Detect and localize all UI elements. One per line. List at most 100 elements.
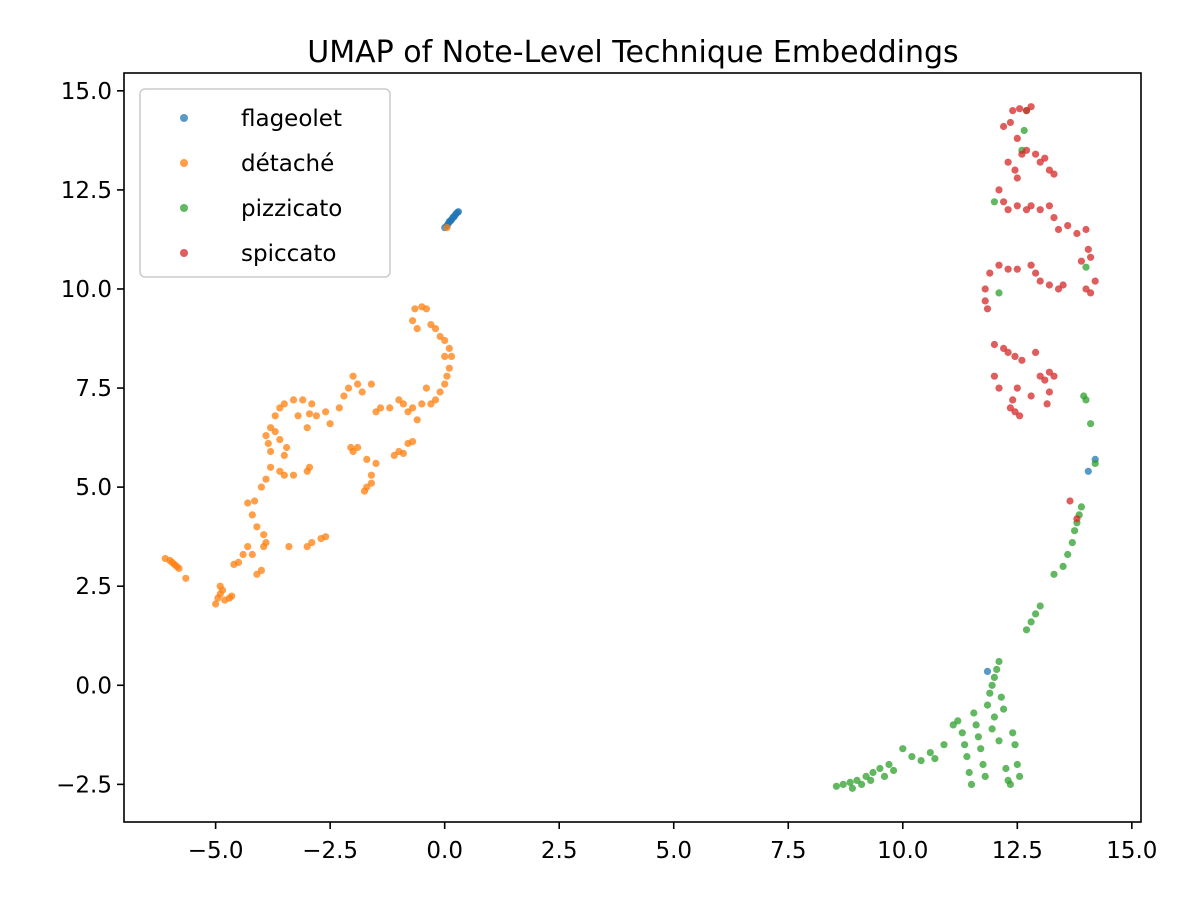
point-spiccato: [1036, 277, 1044, 285]
point-spiccato: [1000, 198, 1008, 206]
y-axis: −2.5 0.0 2.5 5.0 7.5 10.0 12.5 15.0: [56, 79, 124, 798]
point-pizzicato: [1032, 610, 1040, 618]
point-pizzicato: [899, 745, 907, 753]
point-détaché: [289, 471, 298, 479]
point-spiccato: [1013, 174, 1021, 182]
point-pizzicato: [940, 741, 948, 749]
point-pizzicato: [1011, 741, 1019, 749]
point-spiccato: [1013, 384, 1021, 392]
point-détaché: [335, 404, 343, 412]
point-détaché: [422, 384, 430, 392]
point-spiccato: [986, 269, 994, 277]
point-pizzicato: [1022, 626, 1031, 634]
point-détaché: [349, 372, 357, 380]
point-détaché: [308, 400, 316, 408]
legend-marker-détaché: [180, 159, 188, 167]
point-spiccato: [1064, 222, 1072, 230]
point-détaché: [182, 574, 190, 582]
point-détaché: [244, 543, 252, 551]
point-détaché: [326, 420, 334, 428]
point-pizzicato: [885, 760, 893, 769]
point-pizzicato: [981, 772, 989, 781]
point-spiccato: [1066, 497, 1074, 505]
point-pizzicato: [1027, 618, 1035, 626]
point-pizzicato: [908, 753, 916, 761]
point-détaché: [312, 412, 320, 420]
y-tick-label: 12.5: [61, 178, 112, 204]
point-pizzicato: [880, 772, 889, 781]
point-détaché: [422, 305, 430, 313]
legend-marker-pizzicato: [180, 204, 188, 212]
x-tick-label: 7.5: [770, 838, 807, 864]
point-détaché: [244, 499, 252, 507]
point-spiccato: [1027, 392, 1035, 400]
point-pizzicato: [965, 768, 973, 777]
point-spiccato: [1006, 118, 1015, 127]
legend-box: [139, 88, 391, 278]
point-pizzicato: [1091, 459, 1099, 467]
point-spiccato: [1011, 166, 1019, 174]
point-pizzicato: [832, 782, 841, 790]
point-pizzicato: [988, 681, 996, 689]
point-pizzicato: [931, 755, 939, 763]
point-détaché: [262, 432, 270, 440]
point-pizzicato: [1002, 764, 1010, 773]
point-pizzicato: [1006, 780, 1015, 789]
point-détaché: [212, 600, 220, 608]
point-détaché: [280, 471, 288, 479]
point-spiccato: [981, 297, 989, 305]
point-pizzicato: [995, 289, 1003, 297]
point-détaché: [248, 511, 256, 519]
point-détaché: [376, 404, 385, 412]
point-détaché: [399, 449, 407, 457]
legend-marker-spiccato: [180, 249, 188, 257]
point-spiccato: [1050, 372, 1058, 380]
point-spiccato: [1004, 348, 1012, 356]
point-détaché: [386, 404, 394, 412]
x-tick-label: 2.5: [541, 838, 578, 864]
point-détaché: [367, 471, 375, 479]
point-spiccato: [1022, 146, 1031, 154]
point-détaché: [409, 438, 417, 446]
point-pizzicato: [995, 657, 1003, 666]
point-spiccato: [1016, 105, 1024, 113]
point-détaché: [267, 424, 275, 432]
point-pizzicato: [1082, 396, 1090, 404]
point-spiccato: [1073, 515, 1081, 523]
legend-marker-flageolet: [180, 114, 188, 122]
point-pizzicato: [867, 776, 875, 785]
y-tick-label: 5.0: [75, 475, 112, 501]
point-pizzicato: [876, 764, 884, 773]
point-détaché: [367, 479, 375, 487]
legend-label-pizzicato: pizzicato: [241, 196, 342, 222]
point-pizzicato: [1082, 263, 1090, 271]
point-spiccato: [1004, 265, 1012, 273]
point-détaché: [363, 455, 371, 463]
point-spiccato: [1077, 257, 1085, 265]
point-pizzicato: [974, 733, 983, 741]
point-spiccato: [1013, 134, 1021, 142]
point-spiccato: [1000, 122, 1008, 131]
point-spiccato: [1004, 206, 1012, 214]
point-détaché: [441, 352, 449, 360]
point-détaché: [441, 336, 449, 345]
x-tick-label: −2.5: [302, 838, 358, 864]
point-détaché: [372, 459, 380, 467]
point-pizzicato: [846, 778, 854, 787]
point-spiccato: [1045, 388, 1053, 396]
point-pizzicato: [963, 753, 971, 761]
point-spiccato: [1016, 412, 1024, 420]
point-pizzicato: [1071, 527, 1079, 535]
point-pizzicato: [869, 768, 877, 777]
point-spiccato: [1050, 170, 1058, 178]
point-détaché: [441, 380, 449, 388]
point-spiccato: [1073, 229, 1081, 238]
chart-title: UMAP of Note-Level Technique Embeddings: [307, 35, 958, 70]
point-détaché: [445, 344, 453, 352]
point-spiccato: [1043, 400, 1051, 408]
point-spiccato: [981, 285, 989, 293]
point-détaché: [305, 410, 314, 418]
point-pizzicato: [979, 760, 987, 769]
point-détaché: [267, 447, 275, 456]
point-détaché: [248, 550, 256, 559]
